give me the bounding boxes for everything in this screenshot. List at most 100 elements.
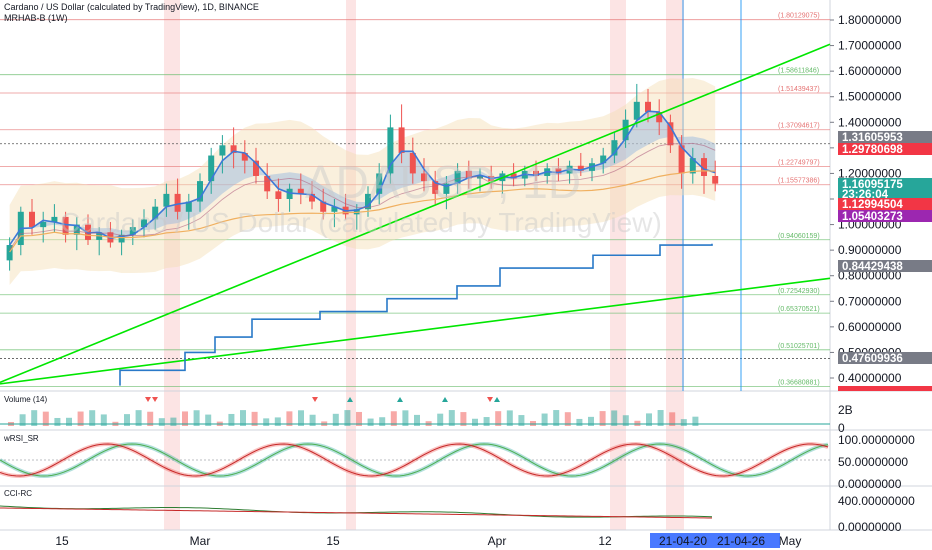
volume-signal-marker [442, 397, 448, 402]
cci-signal-line [0, 507, 713, 519]
chart-title: Cardano / US Dollar (calculated by Tradi… [4, 2, 259, 12]
candle-body [197, 181, 203, 202]
volume-bar [564, 412, 571, 426]
time-tick-label: Mar [190, 534, 211, 548]
price-tag-label: 1.05403273 [842, 211, 903, 223]
price-tag [838, 143, 932, 155]
volume-bar [240, 410, 246, 426]
candle-body [129, 227, 136, 235]
envelope-band [9, 78, 716, 286]
candle-body [219, 145, 226, 156]
volume-signal-marker [494, 397, 500, 402]
fibonacci-levels: (1.80129075) (1.58611846) (1.51439437) (1.3… [0, 0, 830, 391]
price-tag [838, 352, 932, 364]
volume-bar [182, 411, 188, 426]
volume-bar [274, 417, 281, 426]
trend-line-lower [0, 277, 831, 385]
volume-bar [66, 417, 72, 426]
candle-body [533, 170, 539, 176]
fib-level-label: (1.22749797) [778, 159, 820, 166]
price-tag-label: 0.47609936 [842, 353, 903, 365]
volume-bar [692, 416, 699, 426]
volume-bar [553, 410, 560, 426]
volume-bar [286, 411, 293, 426]
candle-body [465, 170, 472, 179]
price-tag [838, 131, 932, 143]
volume-bar [147, 411, 154, 426]
volume-bar [77, 411, 84, 426]
fib-level-label: (0.51025701) [778, 343, 820, 350]
volume-bar [42, 411, 49, 426]
volume-bar [576, 418, 583, 426]
fib-level-label: (0.36680881) [778, 379, 820, 386]
candle-body [297, 188, 304, 194]
volume-bar [379, 417, 386, 426]
fib-level-label: (1.58611846) [778, 68, 819, 75]
candle-body [645, 101, 651, 113]
wrsi-line-b-core [0, 443, 829, 477]
price-tick-label: 1.20000000 [838, 166, 902, 180]
price-tick-label: 1.50000000 [838, 90, 902, 104]
watermark-name: Cardano / US Dollar (calculated by Tradi… [60, 207, 662, 238]
volume-bar [356, 411, 362, 426]
time-tick-label: May [779, 534, 802, 548]
candle-body [309, 193, 315, 202]
staircase-line [119, 243, 713, 386]
volume-bar [495, 411, 502, 426]
candle-body [454, 170, 461, 184]
volume-bar [31, 410, 38, 426]
candle-body [286, 188, 293, 199]
wrsi-tick-label: 0.00000000 [838, 477, 902, 491]
candle-body [185, 201, 192, 212]
price-tag-label: 1.31605953 [842, 132, 903, 144]
volume-bar [414, 414, 420, 426]
candle-body [555, 168, 562, 174]
volume-bar [530, 420, 536, 426]
candle-body [432, 181, 439, 194]
volume-bar [611, 410, 618, 426]
volume-bar [251, 411, 258, 426]
candle-body [320, 201, 327, 212]
candle-body [387, 127, 394, 174]
indicator-label: MRHAB-B (1W) [4, 13, 68, 23]
volume-signal-marker [347, 397, 353, 402]
watermark: ADAUSD, 1D Cardano / US Dollar (calculat… [60, 156, 662, 238]
volume-bar [541, 413, 548, 426]
volume-signal-marker [397, 397, 403, 402]
volume-bar [437, 413, 444, 426]
price-tick-label: 0.80000000 [838, 269, 902, 283]
volume-bar [646, 413, 652, 426]
volume-bar [518, 415, 525, 426]
candle-body [241, 152, 248, 161]
candle-body [376, 173, 383, 194]
volume-bar [622, 415, 629, 426]
candle-body [62, 216, 69, 235]
candle-body [353, 209, 360, 215]
candle-body [678, 145, 685, 174]
volume-bar [483, 417, 490, 426]
candle-body [633, 101, 640, 120]
watermark-symbol: ADAUSD, 1D [305, 156, 581, 208]
fib-level-label: (0.72542930) [778, 288, 820, 295]
volume-bar [506, 410, 513, 426]
highlight-stripe [164, 0, 180, 530]
volume-bar [309, 414, 316, 426]
volume-bar [158, 418, 165, 426]
candle-body [6, 245, 13, 261]
candle-body [152, 206, 159, 220]
time-axis: 15 Mar 15 Apr 12 May 21-04-20 21-04-26 [55, 533, 801, 548]
price-tick-label: 1.60000000 [838, 64, 902, 78]
time-tick-label: 15 [326, 534, 340, 548]
fib-level-label: (1.37094617) [778, 123, 820, 130]
volume-bar [367, 418, 374, 426]
volume-bar [298, 410, 304, 426]
candle-body [51, 216, 58, 223]
fib-level-label: (0.65370521) [778, 306, 820, 313]
candle-body [365, 193, 371, 210]
volume-bar [89, 410, 96, 426]
date-tag-start: 21-04-20 [659, 534, 707, 548]
volume-bar [448, 410, 455, 426]
price-tick-label: 0.40000000 [838, 371, 902, 385]
